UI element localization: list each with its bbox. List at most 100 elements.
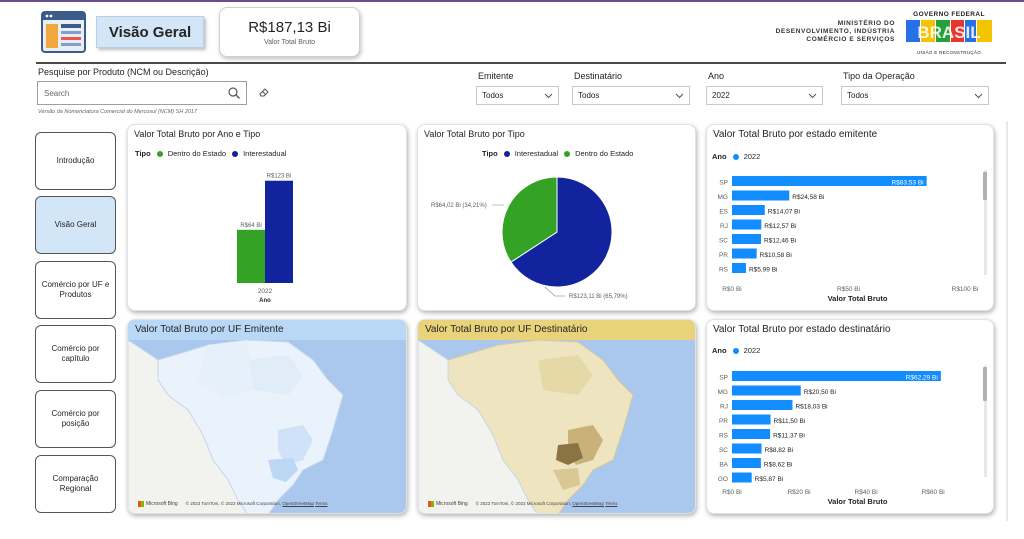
bar-es [732, 205, 765, 215]
x-axis-title: Valor Total Bruto [828, 497, 888, 506]
bing-label: Microsoft Bing [146, 501, 178, 507]
ministry-line: DESENVOLVIMENTO, INDÚSTRIA [775, 28, 895, 35]
bar-data-label: R$10,58 Bi [760, 252, 792, 259]
bar-data-label: R$20,50 Bi [804, 389, 836, 396]
map-credits: © 2023 TomTom, © 2023 Microsoft Corporat… [475, 501, 572, 506]
map-title: Valor Total Bruto por UF Emitente [128, 320, 406, 340]
terms-link[interactable]: Terms [605, 501, 618, 506]
pie-slice-dentro-do-estado [501, 176, 558, 263]
bar-mg [732, 190, 790, 201]
legend-item[interactable]: Interestadual [514, 149, 559, 158]
legend-item[interactable]: 2022 [743, 346, 761, 355]
bar-interestadual [265, 180, 293, 283]
terms-link[interactable]: Terms [315, 501, 328, 506]
y-tick-label: PR [719, 252, 728, 259]
scrollbar-thumb[interactable] [983, 367, 987, 401]
hbar-chart-estado-destinatario: SP R$62,29 Bi MG R$20,50 Bi RJ R$18,03 Bi PR R$… [718, 371, 945, 506]
y-tick-label: SC [719, 447, 728, 454]
filter-value: 2022 [712, 91, 730, 100]
map-credits: © 2023 TomTom, © 2023 Microsoft Corporat… [185, 501, 282, 506]
nav-button-visao-geral[interactable]: Visão Geral [35, 196, 116, 254]
hbar-chart-estado-emitente: SP R$83,53 Bi MG R$24,58 Bi ES R$14,07 Bi RJ R$… [718, 176, 978, 303]
ministry-line: MINISTÉRIO DO [837, 20, 895, 27]
osm-link[interactable]: OpenStreetMap [282, 501, 315, 506]
map-uf-emitente[interactable] [128, 320, 407, 514]
bar-rs [732, 429, 771, 439]
search-box[interactable] [37, 81, 247, 105]
map-attribution: Microsoft Bing © 2023 TomTom, © 2023 Micr… [428, 500, 618, 507]
bar-rj [732, 400, 793, 410]
search-icon[interactable] [227, 86, 241, 100]
nav-button-comercio-uf-produtos[interactable]: Comércio por UF e Produtos [35, 261, 116, 319]
card-pie-tipo: Valor Total Bruto por Tipo Tipo Interest… [417, 124, 696, 311]
y-tick-label: GO [718, 476, 728, 483]
bar-data-label: R$64 Bi [240, 223, 261, 229]
x-tick-label: R$50 Bi [837, 286, 860, 293]
scrollbar-track[interactable] [984, 170, 987, 275]
bar-sp [732, 371, 941, 381]
bar-dentro-do-estado [237, 229, 265, 283]
legend-dot [503, 150, 510, 157]
legend-item[interactable]: Dentro do Estado [575, 149, 634, 158]
bar-data-label: R$123 Bi [267, 174, 292, 180]
x-tick-label: R$0 Bi [722, 489, 742, 496]
page-title: Visão Geral [96, 16, 204, 48]
filter-select-tipo-operacao[interactable]: Todos [841, 86, 989, 105]
filter-label-ano: Ano [708, 71, 725, 81]
filter-select-destinatario[interactable]: Todos [572, 86, 690, 105]
kpi-card-total: R$187,13 Bi Valor Total Bruto [219, 7, 360, 57]
scrollbar-track[interactable] [984, 365, 987, 477]
card-estado-destinatario: Valor Total Bruto por estado destinatári… [706, 319, 994, 514]
y-tick-label: RS [719, 267, 729, 274]
scrollbar-thumb[interactable] [983, 172, 987, 200]
y-tick-label: ES [719, 209, 728, 216]
bar-data-label: R$62,29 Bi [906, 375, 938, 382]
bar-data-label: R$12,46 Bi [764, 238, 796, 245]
search-label: Pesquise por Produto (NCM ou Descrição) [38, 67, 209, 77]
nav-button-comercio-capitulo[interactable]: Comércio por capítulo [35, 325, 116, 383]
nav-button-comparacao-regional[interactable]: Comparação Regional [35, 455, 116, 513]
filter-value: Todos [482, 91, 504, 100]
pie-data-label: R$64,02 Bi (34,21%) [431, 203, 487, 209]
x-tick-label: R$0 Bi [722, 286, 742, 293]
bar-data-label: R$8,82 Bi [765, 447, 794, 454]
map-title: Valor Total Bruto por UF Destinatário [418, 320, 695, 340]
legend-item[interactable]: Dentro do Estado [167, 149, 227, 158]
nav-button-introducao[interactable]: Introdução [35, 132, 116, 190]
filter-label-emitente: Emitente [478, 71, 514, 81]
card-title: Valor Total Bruto por Ano e Tipo [134, 129, 261, 139]
nav-button-comercio-posicao[interactable]: Comércio por posição [35, 390, 116, 448]
x-tick-label: R$60 Bi [922, 489, 945, 496]
filter-select-ano[interactable]: 2022 [706, 86, 823, 105]
y-tick-label: MG [718, 389, 728, 396]
chevron-down-icon [808, 93, 817, 99]
bar-mg [732, 385, 801, 396]
gov-top-text: GOVERNO FEDERAL [913, 11, 985, 18]
bar-sc [732, 443, 762, 454]
osm-link[interactable]: OpenStreetMap [572, 501, 605, 506]
filter-select-emitente[interactable]: Todos [476, 86, 559, 105]
x-tick-label: R$20 Bi [787, 489, 810, 496]
government-logo: GOVERNO FEDERAL BRASIL UNIÃO E RECONSTRU… [904, 11, 994, 57]
eraser-icon[interactable] [258, 86, 270, 98]
card-map-uf-emitente: Valor Total Bruto por UF Emitente Micros… [127, 319, 407, 514]
bar-rj [732, 219, 762, 230]
map-uf-destinatario[interactable] [418, 320, 696, 514]
y-tick-label: BA [719, 462, 728, 469]
top-accent-line [0, 0, 1024, 2]
y-tick-label: PR [719, 418, 728, 425]
legend-item[interactable]: Interestadual [243, 149, 287, 158]
chevron-down-icon [974, 93, 983, 99]
filter-value: Todos [578, 91, 600, 100]
card-title: Valor Total Bruto por estado destinatári… [713, 324, 891, 335]
pie-slice-interestadual [510, 176, 613, 288]
legend-item[interactable]: 2022 [743, 152, 761, 161]
search-input[interactable] [44, 88, 227, 98]
legend-title: Tipo [135, 149, 151, 158]
chart-legend: Ano 2022 [712, 346, 760, 355]
legend-dot [232, 150, 239, 157]
chart-legend: Ano 2022 [712, 152, 760, 161]
bar-data-label: R$11,37 Bi [773, 433, 805, 440]
bar-chart-ano-tipo: R$64 Bi R$123 Bi 2022 Ano [237, 174, 293, 304]
y-tick-label: RS [719, 433, 729, 440]
